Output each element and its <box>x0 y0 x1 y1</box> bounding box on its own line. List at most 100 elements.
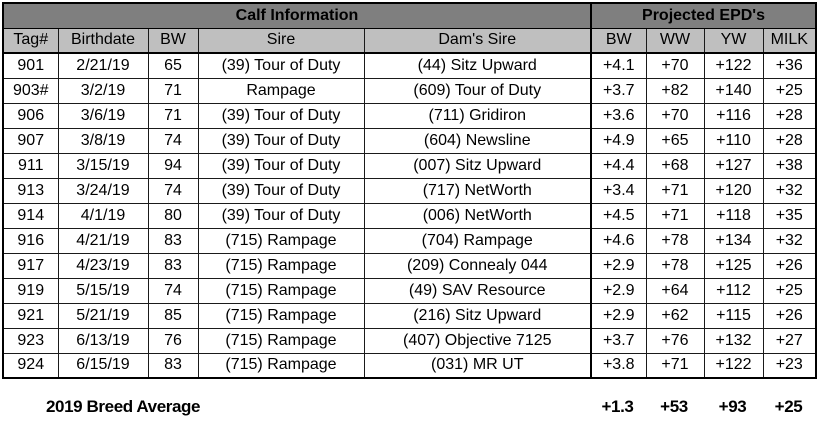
table-cell: 907 <box>2 127 59 154</box>
table-cell: (717) NetWorth <box>363 177 592 204</box>
table-cell: +132 <box>703 327 764 354</box>
table-cell: +2.9 <box>590 252 647 279</box>
col-header-birthdate: Birthdate <box>57 27 149 54</box>
table-cell: (39) Tour of Duty <box>197 127 365 154</box>
table-cell: 74 <box>147 127 199 154</box>
table-cell: (39) Tour of Duty <box>197 202 365 229</box>
table-cell: +35 <box>762 202 817 229</box>
table-row: 923 6/13/19 76 (715) Rampage (407) Objective… <box>2 327 817 354</box>
table-cell: (031) MR UT <box>363 352 592 379</box>
section-header-calf-information: Calf Information <box>2 2 592 29</box>
col-header-epd-yw: YW <box>703 27 764 54</box>
calf-epd-table: Calf Information Projected EPD's Tag# Bi… <box>2 2 817 379</box>
table-cell: +3.7 <box>590 77 647 104</box>
table-cell: +120 <box>703 177 764 204</box>
table-cell: 3/6/19 <box>57 102 149 129</box>
table-cell: 921 <box>2 302 59 329</box>
table-cell: (604) Newsline <box>363 127 592 154</box>
table-cell: 83 <box>147 352 199 379</box>
table-cell: 5/21/19 <box>57 302 149 329</box>
section-header-row: Calf Information Projected EPD's <box>2 2 817 29</box>
table-cell: (39) Tour of Duty <box>197 102 365 129</box>
table-row: 906 3/6/19 71 (39) Tour of Duty (711) Gridir… <box>2 102 817 129</box>
table-cell: +71 <box>645 177 705 204</box>
table-cell: (39) Tour of Duty <box>197 52 365 79</box>
table-cell: +140 <box>703 77 764 104</box>
table-cell: (007) Sitz Upward <box>363 152 592 179</box>
table-cell: 65 <box>147 52 199 79</box>
table-cell: 76 <box>147 327 199 354</box>
table-cell: 3/8/19 <box>57 127 149 154</box>
section-header-projected-epds: Projected EPD's <box>590 2 817 29</box>
table-cell: +3.6 <box>590 102 647 129</box>
table-cell: +28 <box>762 102 817 129</box>
table-cell: +68 <box>645 152 705 179</box>
table-cell: +26 <box>762 302 817 329</box>
table-cell: (715) Rampage <box>197 252 365 279</box>
table-cell: 80 <box>147 202 199 229</box>
table-cell: 913 <box>2 177 59 204</box>
table-cell: 911 <box>2 152 59 179</box>
table-cell: +70 <box>645 52 705 79</box>
table-cell: (715) Rampage <box>197 352 365 379</box>
table-cell: 5/15/19 <box>57 277 149 304</box>
table-cell: +25 <box>762 277 817 304</box>
table-cell: 923 <box>2 327 59 354</box>
table-cell: +115 <box>703 302 764 329</box>
table-cell: +78 <box>645 252 705 279</box>
table-cell: +112 <box>703 277 764 304</box>
breed-average-label: 2019 Breed Average <box>46 397 201 416</box>
table-cell: +4.4 <box>590 152 647 179</box>
table-cell: 3/2/19 <box>57 77 149 104</box>
table-cell: (216) Sitz Upward <box>363 302 592 329</box>
table-cell: (407) Objective 7125 <box>363 327 592 354</box>
table-cell: 71 <box>147 77 199 104</box>
table-cell: +32 <box>762 227 817 254</box>
table-cell: +116 <box>703 102 764 129</box>
table-cell: +65 <box>645 127 705 154</box>
table-cell: 6/15/19 <box>57 352 149 379</box>
col-header-dams-sire: Dam's Sire <box>363 27 592 54</box>
table-cell: +4.6 <box>590 227 647 254</box>
table-cell: (715) Rampage <box>197 302 365 329</box>
table-cell: +118 <box>703 202 764 229</box>
breed-average-milk: +25 <box>774 397 803 416</box>
table-cell: +2.9 <box>590 277 647 304</box>
table-cell: +76 <box>645 327 705 354</box>
table-row: 924 6/15/19 83 (715) Rampage (031) MR UT +3.8… <box>2 352 817 379</box>
table-row: 913 3/24/19 74 (39) Tour of Duty (717) NetWo… <box>2 177 817 204</box>
table-cell: (711) Gridiron <box>363 102 592 129</box>
table-cell: +4.9 <box>590 127 647 154</box>
table-cell: (006) NetWorth <box>363 202 592 229</box>
table-cell: +134 <box>703 227 764 254</box>
table-cell: 917 <box>2 252 59 279</box>
table-cell: (715) Rampage <box>197 277 365 304</box>
table-cell: +125 <box>703 252 764 279</box>
table-row: 916 4/21/19 83 (715) Rampage (704) Rampage +4… <box>2 227 817 254</box>
table-cell: +25 <box>762 77 817 104</box>
table-cell: (715) Rampage <box>197 327 365 354</box>
table-cell: (39) Tour of Duty <box>197 177 365 204</box>
table-cell: +122 <box>703 352 764 379</box>
table-cell: 914 <box>2 202 59 229</box>
table-cell: 903# <box>2 77 59 104</box>
table-cell: +2.9 <box>590 302 647 329</box>
table-cell: 85 <box>147 302 199 329</box>
table-cell: 916 <box>2 227 59 254</box>
table-row: 921 5/21/19 85 (715) Rampage (216) Sitz Upwa… <box>2 302 817 329</box>
table-row: 901 2/21/19 65 (39) Tour of Duty (44) Sitz U… <box>2 52 817 79</box>
table-cell: +62 <box>645 302 705 329</box>
table-cell: +122 <box>703 52 764 79</box>
table-cell: +70 <box>645 102 705 129</box>
table-cell: +64 <box>645 277 705 304</box>
table-cell: +26 <box>762 252 817 279</box>
table-cell: 3/15/19 <box>57 152 149 179</box>
table-cell: +4.1 <box>590 52 647 79</box>
table-cell: 74 <box>147 177 199 204</box>
table-cell: +23 <box>762 352 817 379</box>
col-header-sire: Sire <box>197 27 365 54</box>
table-row: 919 5/15/19 74 (715) Rampage (49) SAV Resour… <box>2 277 817 304</box>
table-cell: Rampage <box>197 77 365 104</box>
breed-average-bw: +1.3 <box>601 397 634 416</box>
table-cell: +27 <box>762 327 817 354</box>
